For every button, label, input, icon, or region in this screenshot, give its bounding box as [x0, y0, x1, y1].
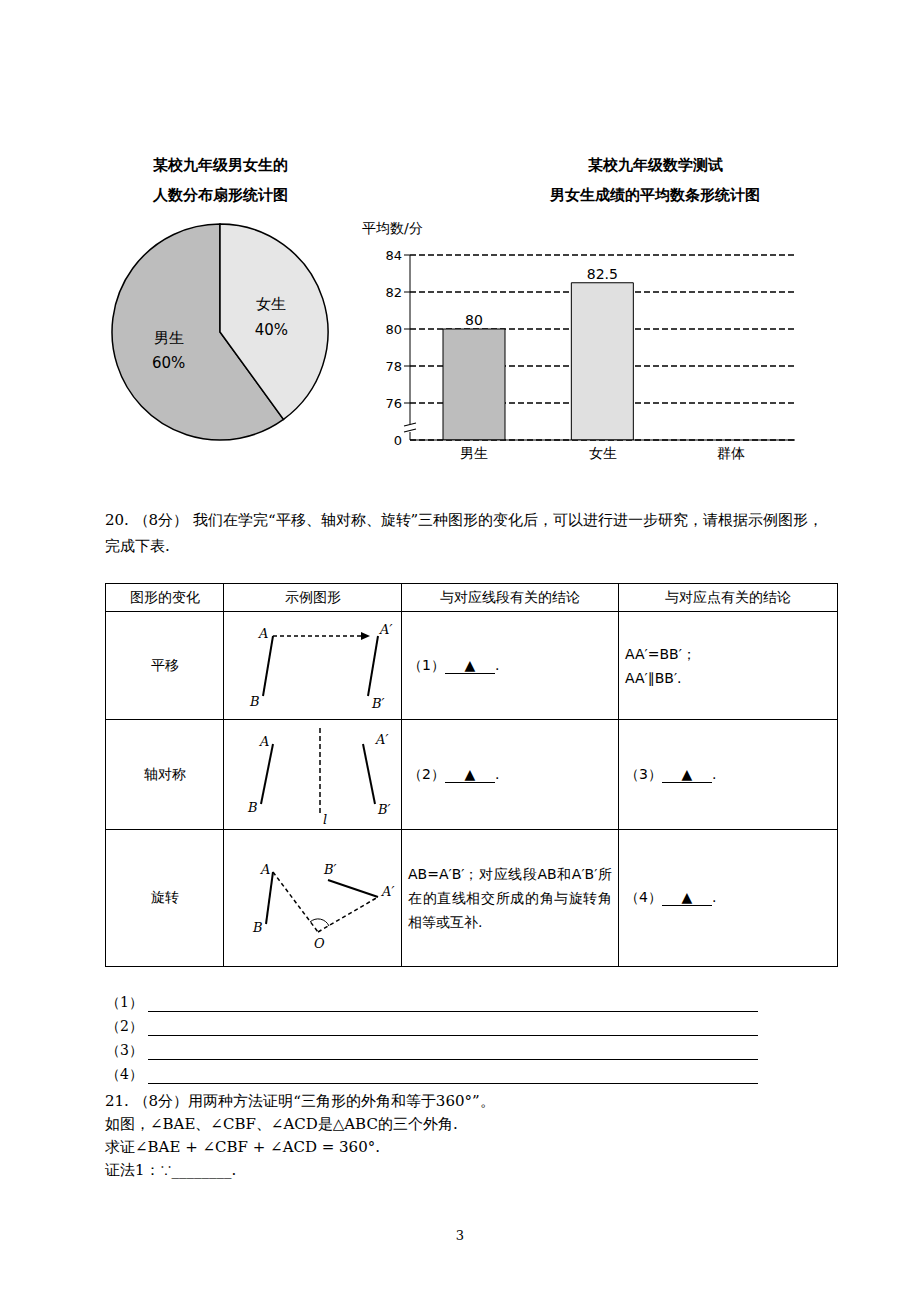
html-text:男女生成绩的平均数条形统计图: 男女生成绩的平均数条形统计图 — [550, 186, 760, 204]
html-text:（2）: （2） — [408, 765, 445, 782]
svg-text:B′: B′ — [323, 862, 337, 877]
svg-text:群体: 群体 — [717, 445, 745, 461]
html-text:如图，∠BAE、∠CBF、∠ACD是△ABC的三个外角.: 如图，∠BAE、∠CBF、∠ACD是△ABC的三个外角. — [105, 1115, 458, 1133]
html-text:求证∠BAE + ∠CBF + ∠ACD = 360°.: 求证∠BAE + ∠CBF + ∠ACD = 360°. — [105, 1138, 380, 1156]
svg-text:76: 76 — [385, 396, 402, 411]
html-text:旋转: 旋转 — [150, 889, 179, 905]
html-text:证法1：∵________.: 证法1：∵________. — [105, 1161, 237, 1179]
svg-text:A: A — [260, 862, 270, 877]
html-text:（3）: （3） — [106, 1042, 143, 1058]
html-text:与对应点有关的结论: 与对应点有关的结论 — [665, 588, 791, 605]
html-text:21. （8分）用两种方法证明“三角形的外角和等于360°”: 21. （8分）用两种方法证明“三角形的外角和等于360°”。 — [105, 1092, 495, 1110]
html-text:轴对称: 轴对称 — [143, 765, 186, 782]
html-text:（4）: （4） — [625, 889, 662, 905]
svg-text:男生: 男生 — [460, 445, 488, 461]
html-text:AA′∥BB′.: AA′∥BB′. — [625, 669, 682, 686]
svg-text:O: O — [314, 936, 325, 951]
svg-text:80: 80 — [385, 322, 402, 337]
svg-text:A′: A′ — [379, 622, 392, 637]
html-text:（1）: （1） — [106, 994, 143, 1010]
html-text:图形的变化: 图形的变化 — [129, 588, 200, 605]
html-text:0: 0 — [393, 433, 402, 448]
html-text:AB=A′B′；对应线段AB和A′B′所在的直线相交所成的角: AB=A′B′；对应线段AB和A′B′所在的直线相交所成的角与旋转角相等或互补. — [408, 866, 612, 930]
svg-text:82: 82 — [385, 285, 402, 300]
html-text:人数分布扇形统计图: 人数分布扇形统计图 — [152, 186, 288, 204]
svg-text:84: 84 — [385, 248, 402, 263]
svg-text:A: A — [258, 626, 268, 641]
svg-text:78: 78 — [385, 359, 402, 374]
svg-text:B: B — [247, 800, 258, 815]
svg-text:男生60%: 男生60% — [152, 329, 185, 373]
html-text:某校九年级男女生的: 某校九年级男女生的 — [152, 156, 288, 174]
svg-text:女生: 女生 — [589, 445, 617, 461]
html-text:（1）: （1） — [408, 656, 445, 673]
svg-text:A′: A′ — [381, 884, 394, 899]
svg-text:B: B — [252, 920, 263, 935]
html-text:（3）: （3） — [625, 765, 662, 782]
html-text:3: 3 — [455, 1228, 465, 1243]
svg-text:80: 80 — [465, 312, 483, 328]
svg-text:B: B — [249, 694, 260, 709]
html-text:某校九年级数学测试: 某校九年级数学测试 — [587, 156, 723, 174]
html-text:与对应线段有关的结论: 与对应线段有关的结论 — [440, 588, 580, 605]
html-text:AA′=BB′；: AA′=BB′； — [625, 645, 696, 662]
html-text:20. （8分） 我们在学完“平移、轴对称、旋转”三种图形的: 20. （8分） 我们在学完“平移、轴对称、旋转”三种图形的变化后，可以进行进一… — [105, 511, 824, 555]
svg-text:A′: A′ — [375, 732, 388, 747]
svg-text:女生40%: 女生40% — [255, 295, 288, 339]
svg-text:B′: B′ — [377, 802, 391, 817]
html-text:（2）: （2） — [106, 1018, 143, 1034]
svg-text:A: A — [259, 734, 269, 749]
html-text:（4）: （4） — [106, 1066, 143, 1082]
svg-text:l: l — [323, 812, 327, 824]
html-text:平均数/分: 平均数/分 — [362, 220, 423, 236]
svg-text:B′: B′ — [371, 696, 385, 711]
html-text:平移: 平移 — [150, 656, 179, 673]
html-text:示例图形: 示例图形 — [284, 588, 341, 605]
svg-text:82.5: 82.5 — [587, 266, 618, 282]
